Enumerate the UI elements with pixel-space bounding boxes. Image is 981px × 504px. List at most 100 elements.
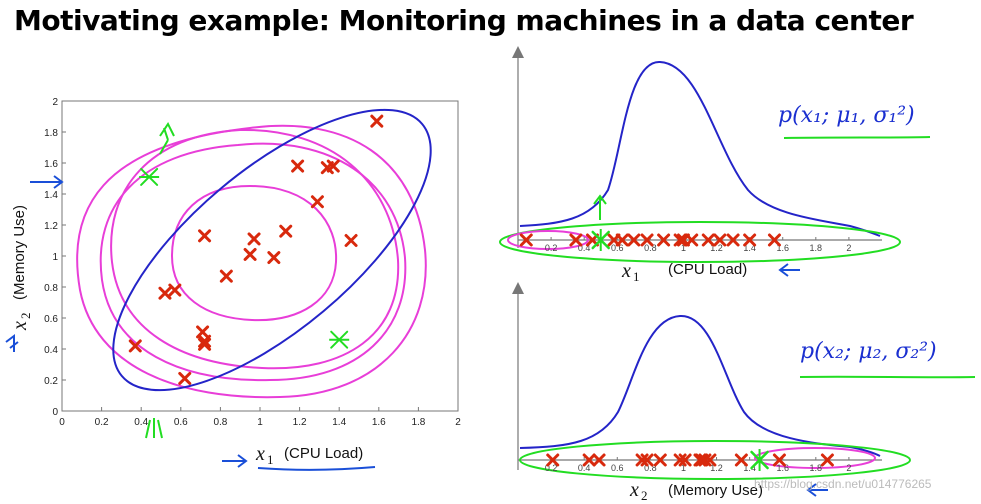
scatter-point [279,224,293,238]
density-tick-label: 1.4 [743,243,756,253]
scatter-x-ticks: 0 0.2 0.4 0.6 0.8 1 1.2 1.4 1.6 1.8 2 [59,407,461,428]
scatter-y-ticks: 0 0.2 0.4 0.6 0.8 1 1.2 1.4 1.6 1.8 2 [44,97,66,418]
scatter-y-tick-label: 2 [52,97,58,108]
density-point [569,233,583,247]
scatter-anomaly [329,330,350,349]
density-point [519,233,533,247]
density-x2-curve [519,314,881,457]
density-x2-green-ellipse [519,440,911,480]
density-tick-label: 0.2 [545,463,558,473]
density-x2-magenta-ellipse [754,447,876,469]
density-x2-label-var: x [629,479,639,501]
density-point [703,453,717,467]
scatter-y-tick-label: 0.2 [44,376,58,387]
scatter-x-tick-label: 1 [257,417,263,428]
scatter-point [326,159,340,173]
scatter-point [198,229,212,243]
scatter-point [219,269,233,283]
density-x1-green-arrow-icon [593,194,607,220]
scatter-x-tick-label: 0.2 [95,417,109,428]
contour-middle [110,128,400,370]
density-point [627,233,641,247]
density-tick-label: 1.8 [810,243,823,253]
scatter-x-tick-label: 0.6 [174,417,188,428]
slide-title: Motivating example: Monitoring machines … [14,4,914,37]
density-x1-label-var: x [621,260,631,282]
scatter-x-label-text: (CPU Load) [284,445,363,462]
density-x1-label-sub: 1 [633,269,640,284]
density-tick-label: 0.2 [545,243,558,253]
scatter-x-tick-label: 0.8 [213,417,227,428]
density-x1-magenta-ellipse [507,230,589,250]
density-x1-annotation-underline [783,136,931,139]
scatter-point [128,339,142,353]
density-point [546,453,560,467]
density-anomaly [591,229,610,251]
scatter-anomaly [139,167,160,186]
density-x2-y-arrow-icon [512,282,524,294]
scatter-y-tick-label: 0 [52,407,58,418]
density-tick-label: 2 [846,243,851,253]
scatter-x-tick-label: 1.6 [372,417,386,428]
density-point [820,453,834,467]
cpu-arrow-icon [222,454,248,468]
density-tick-label: 0.8 [644,463,657,473]
scatter-point [291,159,305,173]
density-x2-highlights [519,440,911,480]
density-tick-label: 0.4 [578,463,591,473]
scatter-x-tick-label: 1.2 [293,417,307,428]
scatter-point [178,371,192,385]
scatter-point [198,337,212,351]
scatter-y-tick-label: 1.8 [44,128,58,139]
contour-outer [76,124,427,399]
scatter-x-tick-label: 2 [455,417,461,428]
scatter-y-tick-label: 0.8 [44,283,58,294]
density-tick-label: 1 [681,243,686,253]
density-tick-label: 1.2 [710,463,723,473]
blue-gaussian-ellipse [112,108,432,392]
density-x2-arrow-icon [806,483,828,497]
scatter-plot: 0 0.2 0.4 0.6 0.8 1 1.2 1.4 1.6 1.8 2 0 0.2 0.4 0.6 0.… [5,97,461,471]
density-point [767,233,781,247]
density-tick-label: 1.8 [810,463,823,473]
density-point [772,453,786,467]
scatter-point [344,234,358,247]
scatter-x-tick-label: 1.8 [411,417,425,428]
scatter-point [247,232,261,246]
density-anomaly [750,449,769,471]
tick-up-arrow-icon [5,334,19,352]
density-point [640,233,654,247]
density-point [701,233,715,247]
density-x1-highlights [499,194,901,263]
scatter-y-label-text: (Memory Use) [11,205,28,300]
scatter-y-tick-label: 0.6 [44,314,58,325]
density-point [685,233,699,247]
scatter-x-tick-label: 0 [59,417,65,428]
density-x1-y-arrow-icon [512,46,524,58]
scatter-y-tick-label: 1 [52,252,58,263]
contour-inner [170,184,338,322]
density-tick-label: 1.4 [743,463,756,473]
green-marks-icon [145,418,163,439]
green-arrow-icon [159,122,175,155]
scatter-x-tick-label: 1.4 [332,417,346,428]
scatter-y-tick-label: 1.4 [44,190,58,201]
density-x1-arrow-icon [778,263,800,277]
density-tick-label: 2 [846,463,851,473]
density-point [734,453,748,467]
density-point [657,233,671,247]
watermark: https://blog.csdn.net/u014776265 [754,477,932,491]
scatter-y-label: x 2 (Memory Use) [9,205,33,331]
density-tick-label: 1 [681,463,686,473]
density-x1-points [519,229,781,251]
density-point [640,453,654,467]
density-x1-annotation: p(x₁; μ₁, σ₁²) [778,103,915,128]
scatter-y-label-var: x [9,321,31,331]
scatter-x-tick-label: 0.4 [134,417,148,428]
scatter-x-label-sub: 1 [267,452,274,467]
scatter-y-tick-label: 1.2 [44,221,58,232]
scatter-point [267,251,281,265]
density-point [673,233,687,247]
density-x1-curve [519,60,881,237]
